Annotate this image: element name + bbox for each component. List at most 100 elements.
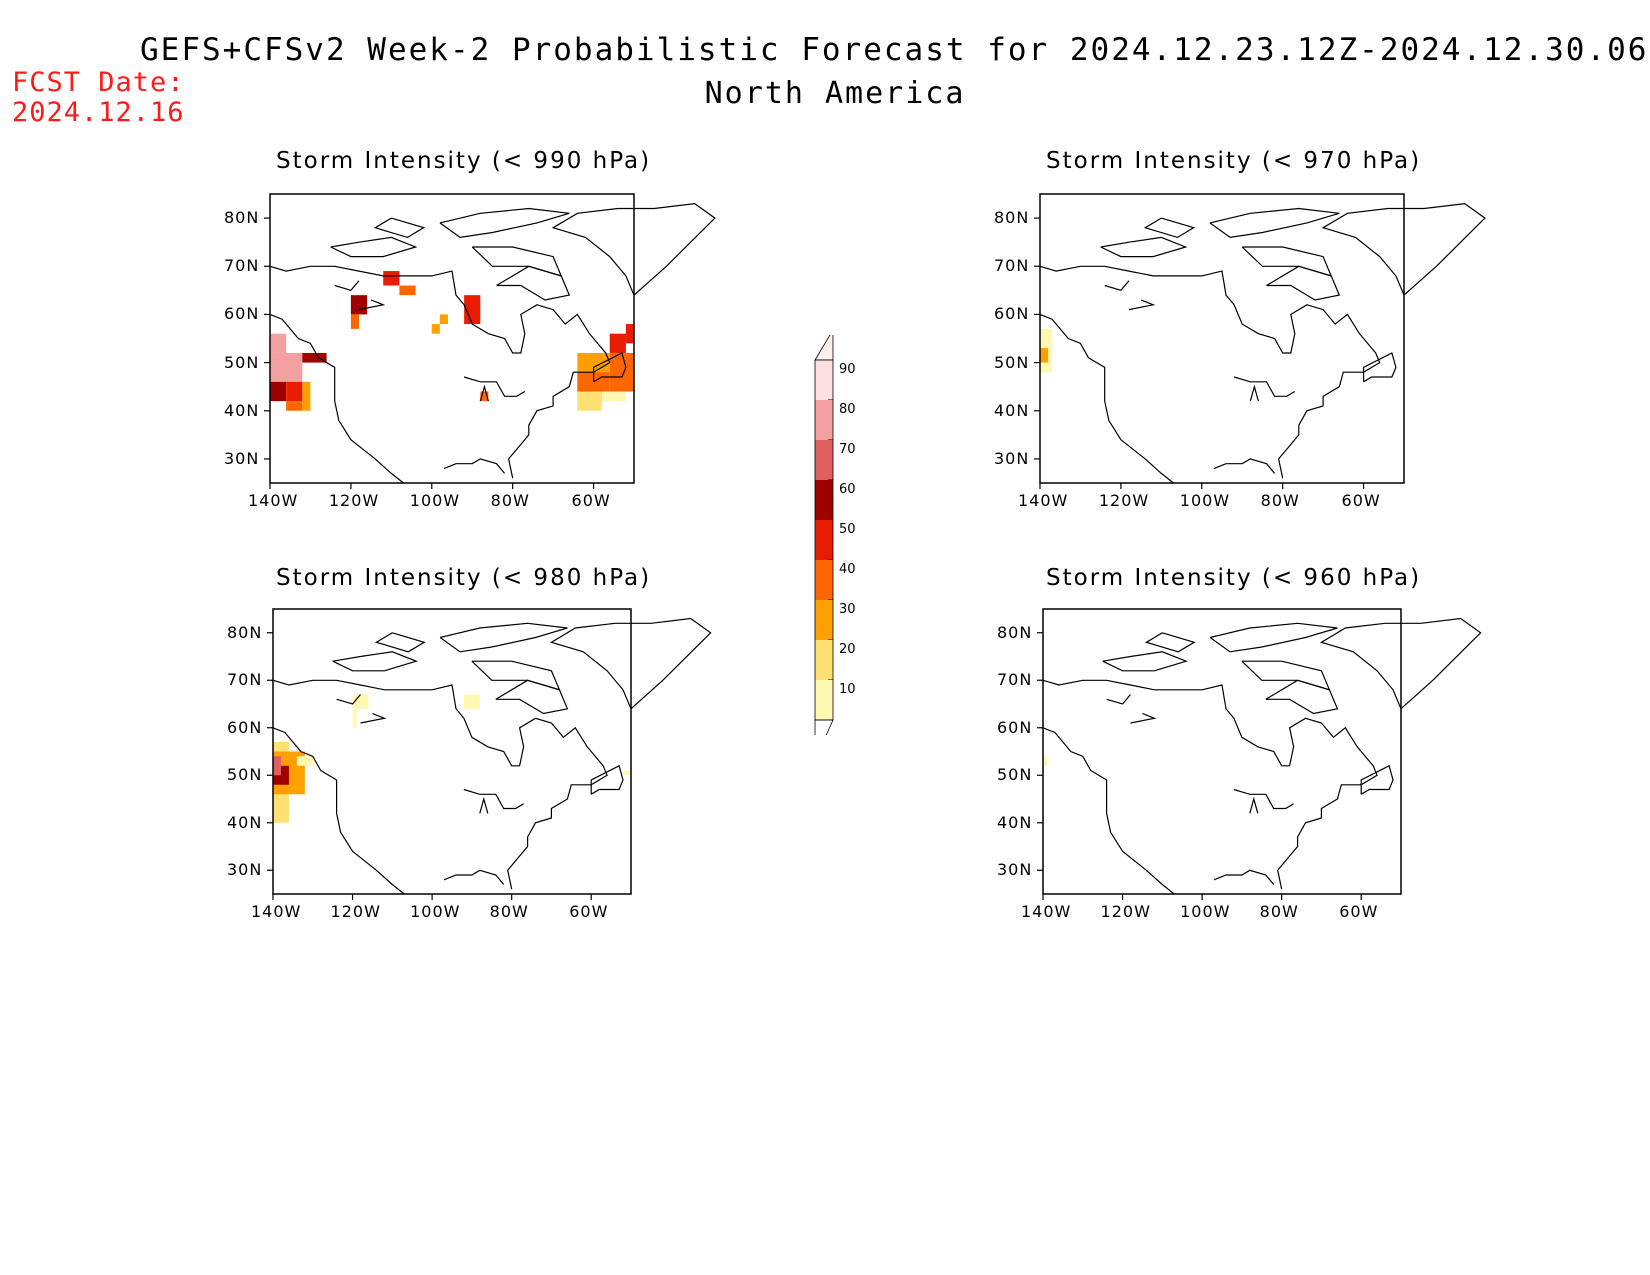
- colorbar-label: 30: [839, 602, 856, 617]
- probability-cell: [609, 333, 626, 353]
- probability-cell: [350, 295, 368, 315]
- coastline: [1233, 376, 1296, 397]
- lat-label: 80N: [227, 622, 263, 642]
- probability-cell: [352, 708, 357, 728]
- coastline: [479, 796, 489, 814]
- lat-label: 40N: [224, 400, 260, 420]
- probability-cell: [286, 401, 303, 411]
- probability-cell: [399, 285, 416, 296]
- probability-cell: [302, 381, 311, 411]
- colorbar-segment: [815, 360, 833, 400]
- probability-cell: [352, 694, 369, 709]
- probability-cell: [302, 352, 327, 363]
- probability-cell: [383, 271, 400, 286]
- colorbar-segment: [815, 400, 833, 440]
- lat-label: 70N: [224, 256, 260, 276]
- lat-label: 30N: [997, 860, 1033, 880]
- lon-label: 140W: [248, 491, 299, 510]
- map-panel-990: [264, 193, 716, 489]
- coastline: [1321, 202, 1486, 297]
- coastline: [443, 458, 506, 474]
- probability-cell: [463, 694, 480, 709]
- colorbar-segment: [815, 640, 833, 680]
- coastline: [549, 617, 712, 710]
- lat-label: 70N: [994, 256, 1030, 276]
- coastline: [269, 313, 404, 484]
- coastline: [1209, 207, 1340, 239]
- probability-cell: [1040, 348, 1049, 363]
- probability-cell: [609, 352, 634, 392]
- coastline: [1100, 236, 1188, 258]
- probability-cell: [480, 391, 489, 402]
- map-panel-980: [267, 608, 712, 900]
- lat-label: 80N: [224, 208, 260, 228]
- probability-cell: [270, 381, 287, 402]
- lat-label: 30N: [994, 448, 1030, 468]
- coastline: [1104, 280, 1130, 291]
- coastline: [269, 265, 611, 479]
- coastline: [1128, 299, 1156, 311]
- lon-label: 60W: [1341, 491, 1381, 510]
- lat-label: 80N: [994, 208, 1030, 228]
- coastline: [373, 217, 426, 239]
- forecast-date: FCST Date: 2024.12.16: [12, 68, 185, 128]
- map-panel-970: [1034, 193, 1486, 489]
- lat-label: 50N: [224, 352, 260, 372]
- lon-label: 140W: [1018, 491, 1069, 510]
- forecast-date-value: 2024.12.16: [12, 97, 185, 128]
- coastline: [479, 384, 489, 402]
- coastline: [1039, 313, 1174, 484]
- lat-label: 30N: [227, 860, 263, 880]
- coastline: [1233, 788, 1294, 810]
- probability-cell: [296, 756, 313, 766]
- probability-cell: [464, 295, 481, 325]
- panel-title-990: Storm Intensity (< 990 hPa): [276, 148, 652, 174]
- probability-cell: [273, 756, 281, 776]
- colorbar-label: 80: [839, 402, 856, 417]
- lon-label: 60W: [571, 491, 611, 510]
- probability-cell: [623, 770, 631, 776]
- probability-cell: [270, 352, 303, 382]
- coastline: [332, 651, 419, 672]
- colorbar-label: 20: [839, 642, 856, 657]
- colorbar: [814, 335, 834, 735]
- coastline: [1039, 265, 1381, 479]
- lon-label: 60W: [1339, 902, 1379, 921]
- colorbar-outline: [814, 359, 834, 721]
- lon-label: 100W: [1180, 902, 1231, 921]
- colorbar-segment: [815, 520, 833, 560]
- colorbar-cap-top: [814, 335, 834, 361]
- map-frame: [269, 193, 635, 484]
- lon-label: 120W: [1100, 902, 1151, 921]
- map-panel-960: [1037, 608, 1482, 900]
- coastline: [374, 632, 426, 653]
- panel-title-960: Storm Intensity (< 960 hPa): [1046, 565, 1422, 591]
- coastline: [1363, 352, 1397, 383]
- lon-label: 120W: [328, 491, 380, 510]
- coastline: [330, 236, 418, 258]
- lon-label: 80W: [1260, 491, 1300, 510]
- lat-label: 50N: [994, 352, 1030, 372]
- lon-label: 80W: [1259, 902, 1299, 921]
- lat-label: 60N: [997, 717, 1033, 737]
- coastline: [439, 622, 568, 653]
- map-frame: [1039, 193, 1405, 484]
- probability-cell: [350, 314, 359, 329]
- coastline: [1042, 727, 1175, 895]
- coastline: [358, 299, 386, 311]
- coastline: [1265, 679, 1339, 715]
- coastline: [1213, 458, 1276, 474]
- coastline: [1106, 694, 1131, 705]
- coastline: [1143, 217, 1196, 239]
- coastline: [495, 679, 569, 715]
- probability-cell: [439, 314, 448, 325]
- colorbar-segment: [815, 600, 833, 640]
- forecast-date-label: FCST Date:: [12, 67, 185, 98]
- colorbar-label: 90: [839, 362, 856, 377]
- lon-label: 100W: [410, 902, 461, 921]
- coastline: [1213, 869, 1275, 885]
- coastline: [336, 694, 361, 705]
- probability-cell: [577, 391, 602, 411]
- probability-cell: [286, 381, 303, 402]
- lon-label: 60W: [569, 902, 609, 921]
